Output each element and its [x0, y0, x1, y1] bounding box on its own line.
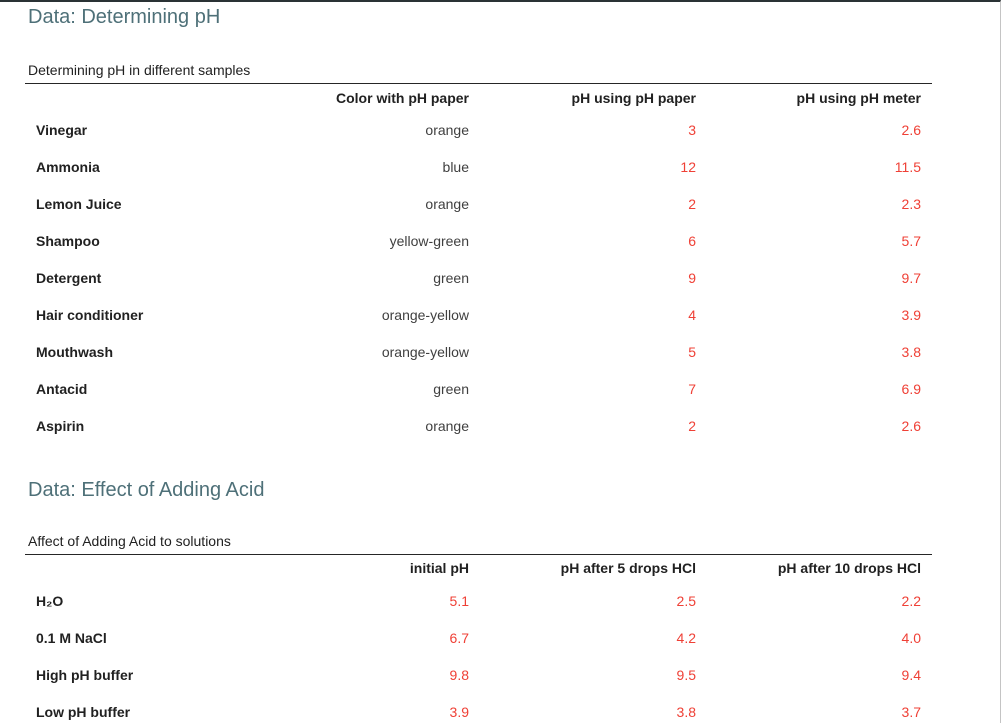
color-value: green — [433, 270, 469, 286]
column-header-ph-paper: pH using pH paper — [571, 89, 696, 106]
table-row: Mouthwash orange-yellow 5 3.8 — [25, 334, 932, 371]
initial-ph-value: 9.8 — [449, 666, 469, 683]
color-value: orange — [425, 122, 469, 138]
ph-after-10-drops-value: 2.2 — [901, 592, 921, 609]
column-header-color-ph-paper: Color with pH paper — [336, 89, 469, 106]
column-header-initial-ph: initial pH — [409, 560, 469, 577]
ph-paper-value: 6 — [688, 233, 696, 249]
ph-meter-value: 11.5 — [894, 159, 921, 175]
table-row: Vinegar orange 3 2.6 — [25, 112, 932, 149]
table-header-row: Color with pH paper pH using pH paper pH… — [25, 84, 932, 112]
ph-after-5-drops-value: 2.5 — [676, 592, 696, 609]
ph-paper-value: 12 — [680, 159, 696, 175]
ph-meter-value: 2.3 — [901, 196, 921, 212]
column-header-sample — [25, 84, 269, 112]
table-row: H₂O 5.1 2.5 2.2 — [25, 582, 932, 619]
table-row: Detergent green 9 9.7 — [25, 260, 932, 297]
ph-paper-value: 7 — [688, 381, 696, 397]
sample-name: Lemon Juice — [36, 196, 122, 212]
column-header-ph-meter: pH using pH meter — [796, 89, 921, 106]
solution-name: Low pH buffer — [36, 703, 131, 720]
section-heading-adding-acid: Data: Effect of Adding Acid — [28, 478, 265, 501]
color-value: yellow-green — [389, 233, 469, 249]
sample-name: Ammonia — [36, 159, 100, 175]
ph-after-10-drops-value: 9.4 — [901, 666, 921, 683]
initial-ph-value: 5.1 — [449, 592, 469, 609]
ph-meter-value: 3.8 — [901, 344, 921, 360]
section-heading-determining-ph: Data: Determining pH — [28, 6, 221, 28]
table-row: Lemon Juice orange 2 2.3 — [25, 186, 932, 223]
ph-meter-value: 9.7 — [901, 270, 921, 286]
ph-after-5-drops-value: 3.8 — [676, 703, 696, 720]
sample-name: Vinegar — [36, 122, 88, 138]
column-header-ph-after-10-drops: pH after 10 drops HCl — [777, 560, 921, 577]
table-row: Hair conditioner orange-yellow 4 3.9 — [25, 297, 932, 334]
ph-after-10-drops-value: 3.7 — [901, 703, 921, 720]
color-value: orange-yellow — [381, 307, 469, 323]
sample-name: Hair conditioner — [36, 307, 144, 323]
color-value: orange-yellow — [381, 344, 469, 360]
ph-paper-value: 2 — [688, 196, 696, 212]
ph-meter-value: 2.6 — [901, 122, 921, 138]
table-row: Shampoo yellow-green 6 5.7 — [25, 223, 932, 260]
color-value: orange — [425, 418, 469, 434]
ph-after-10-drops-value: 4.0 — [901, 629, 921, 646]
column-header-solution — [25, 554, 269, 582]
color-value: blue — [442, 159, 469, 175]
sample-name: Aspirin — [36, 418, 85, 434]
ph-paper-value: 5 — [688, 344, 696, 360]
solution-name: 0.1 M NaCl — [36, 629, 107, 646]
ph-paper-value: 4 — [688, 307, 696, 323]
color-value: green — [433, 381, 469, 397]
table-row: Ammonia blue 12 11.5 — [25, 149, 932, 186]
initial-ph-value: 6.7 — [449, 629, 469, 646]
ph-paper-value: 9 — [688, 270, 696, 286]
table-row: Aspirin orange 2 2.6 — [25, 408, 932, 445]
table-caption-determining-ph: Determining pH in different samples — [28, 62, 251, 78]
ph-meter-value: 2.6 — [901, 418, 921, 434]
table-row: High pH buffer 9.8 9.5 9.4 — [25, 656, 932, 693]
ph-meter-value: 5.7 — [901, 233, 921, 249]
sample-name: Antacid — [36, 381, 88, 397]
ph-after-5-drops-value: 9.5 — [676, 666, 696, 683]
color-value: orange — [425, 196, 469, 212]
ph-after-5-drops-value: 4.2 — [676, 629, 696, 646]
table-caption-adding-acid: Affect of Adding Acid to solutions — [28, 532, 231, 549]
ph-meter-value: 6.9 — [901, 381, 921, 397]
sample-name: Detergent — [36, 270, 102, 286]
table-header-row: initial pH pH after 5 drops HCl pH after… — [25, 554, 932, 582]
determining-ph-table: Color with pH paper pH using pH paper pH… — [25, 83, 932, 445]
ph-paper-value: 3 — [688, 122, 696, 138]
table-row: Low pH buffer 3.9 3.8 3.7 — [25, 693, 932, 723]
solution-name: H₂O — [36, 592, 64, 609]
sample-name: Mouthwash — [36, 344, 113, 360]
ph-paper-value: 2 — [688, 418, 696, 434]
sample-name: Shampoo — [36, 233, 100, 249]
solution-name: High pH buffer — [36, 666, 134, 683]
adding-acid-table: initial pH pH after 5 drops HCl pH after… — [25, 553, 932, 723]
table-row: 0.1 M NaCl 6.7 4.2 4.0 — [25, 619, 932, 656]
column-header-ph-after-5-drops: pH after 5 drops HCl — [560, 560, 696, 577]
initial-ph-value: 3.9 — [449, 703, 469, 720]
ph-meter-value: 3.9 — [901, 307, 921, 323]
table-row: Antacid green 7 6.9 — [25, 371, 932, 408]
